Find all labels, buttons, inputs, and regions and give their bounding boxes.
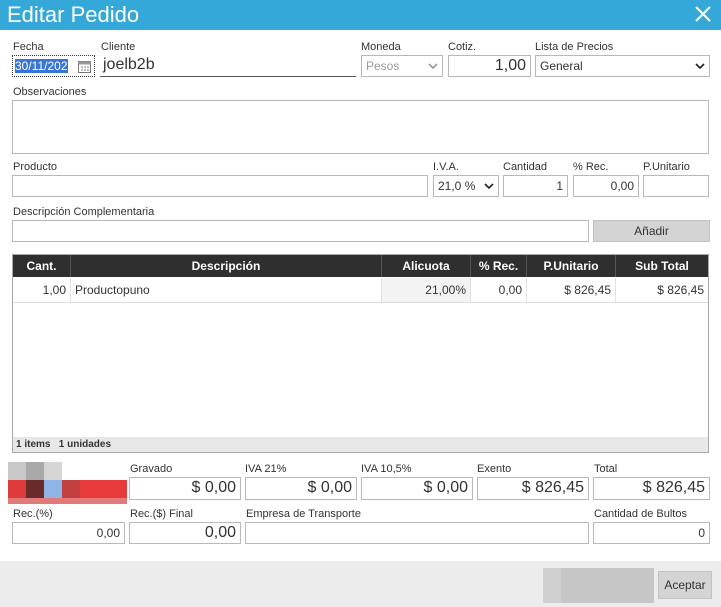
cantidad-value: 1 xyxy=(556,179,563,193)
producto-label: Producto xyxy=(13,161,58,173)
lista-select[interactable]: General xyxy=(535,55,710,77)
iva-value: 21,0 % xyxy=(438,179,476,193)
rec-label: % Rec. xyxy=(573,161,609,173)
lista-label: Lista de Precios xyxy=(535,41,614,53)
fecha-field[interactable]: 30/11/202 xyxy=(12,55,95,77)
cotiz-field[interactable]: 1,00 xyxy=(448,55,531,77)
bultos-input[interactable]: 0 xyxy=(593,522,710,544)
rec-pct-value: 0,00 xyxy=(96,526,120,540)
title-bar: Editar Pedido xyxy=(0,0,721,30)
cell-cant: 1,00 xyxy=(13,278,71,302)
rec-value: 0,00 xyxy=(610,179,634,193)
cantidad-input[interactable]: 1 xyxy=(503,175,568,197)
items-grid[interactable]: Cant. Descripción Alicuota % Rec. P.Unit… xyxy=(12,254,709,453)
gravado-field: $ 0,00 xyxy=(129,477,241,500)
cell-punitario: $ 826,45 xyxy=(527,278,616,302)
rec-pct-input[interactable]: 0,00 xyxy=(12,522,125,544)
total-value: $ 826,45 xyxy=(642,479,705,496)
col-alicuota[interactable]: Alicuota xyxy=(382,255,471,277)
moneda-label: Moneda xyxy=(361,41,401,53)
chevron-down-icon xyxy=(695,63,705,70)
chevron-down-icon xyxy=(428,63,438,70)
cell-alicuota: 21,00% xyxy=(382,278,471,302)
exento-value: $ 826,45 xyxy=(521,479,584,496)
grid-header: Cant. Descripción Alicuota % Rec. P.Unit… xyxy=(13,255,708,277)
accept-button[interactable]: Aceptar xyxy=(658,571,712,599)
iva21-field: $ 0,00 xyxy=(245,477,357,500)
gravado-value: $ 0,00 xyxy=(191,479,236,496)
iva21-label: IVA 21% xyxy=(245,463,287,475)
cliente-label: Cliente xyxy=(101,41,136,53)
col-cant[interactable]: Cant. xyxy=(13,255,71,277)
desc-comp-label: Descripción Complementaria xyxy=(13,206,155,218)
calendar-icon[interactable] xyxy=(78,59,91,73)
iva21-value: $ 0,00 xyxy=(307,479,352,496)
moneda-select[interactable]: Pesos xyxy=(361,55,443,77)
total-field: $ 826,45 xyxy=(593,477,710,500)
cotiz-value: 1,00 xyxy=(494,57,526,74)
col-descripcion[interactable]: Descripción xyxy=(71,255,382,277)
col-subtotal[interactable]: Sub Total xyxy=(635,259,689,273)
exento-label: Exento xyxy=(477,463,512,475)
moneda-value: Pesos xyxy=(366,59,400,73)
cotiz-label: Cotiz. xyxy=(448,41,477,53)
lista-value: General xyxy=(540,59,583,73)
transporte-input[interactable] xyxy=(245,522,589,544)
grid-summary-text: 1 items 1 unidades xyxy=(16,439,112,450)
observaciones-textarea[interactable] xyxy=(12,100,709,154)
table-row[interactable]: 1,00 Productopuno 21,00% 0,00 $ 826,45 $… xyxy=(13,278,708,303)
total-label: Total xyxy=(594,463,618,475)
iva-select[interactable]: 21,0 % xyxy=(433,175,499,197)
col-punitario[interactable]: P.Unitario xyxy=(527,255,616,277)
redacted-block xyxy=(543,568,654,603)
bultos-label: Cantidad de Bultos xyxy=(594,508,687,520)
iva-label: I.V.A. xyxy=(433,161,459,173)
cell-rec: 0,00 xyxy=(471,278,527,302)
observaciones-label: Observaciones xyxy=(13,86,87,98)
cell-subtotal: $ 826,45 xyxy=(657,283,704,297)
iva105-field: $ 0,00 xyxy=(361,477,473,500)
punitario-input[interactable] xyxy=(643,175,709,197)
add-button[interactable]: Añadir xyxy=(593,220,710,242)
chevron-down-icon xyxy=(484,183,494,190)
company-logo xyxy=(8,462,127,504)
bultos-value: 0 xyxy=(698,526,705,540)
fecha-value: 30/11/202 xyxy=(15,59,68,73)
rec-final-value: 0,00 xyxy=(204,524,236,541)
iva105-value: $ 0,00 xyxy=(423,479,468,496)
fecha-label: Fecha xyxy=(13,41,44,53)
cliente-value: joelb2b xyxy=(103,56,155,73)
rec-pct-label: Rec.(%) xyxy=(13,508,53,520)
window-title: Editar Pedido xyxy=(7,2,140,27)
cantidad-label: Cantidad xyxy=(503,161,548,173)
desc-comp-input[interactable] xyxy=(12,220,589,242)
rec-final-label: Rec.($) Final xyxy=(130,508,193,520)
grid-summary: 1 items 1 unidades xyxy=(13,437,708,452)
exento-field: $ 826,45 xyxy=(477,477,589,500)
close-icon[interactable] xyxy=(693,4,713,24)
transporte-label: Empresa de Transporte xyxy=(246,508,361,520)
iva105-label: IVA 10,5% xyxy=(361,463,412,475)
punitario-label: P.Unitario xyxy=(643,161,690,173)
col-rec[interactable]: % Rec. xyxy=(471,255,527,277)
rec-input[interactable]: 0,00 xyxy=(573,175,639,197)
producto-input[interactable] xyxy=(12,175,428,197)
gravado-label: Gravado xyxy=(130,463,173,475)
cliente-field[interactable]: joelb2b xyxy=(100,55,356,77)
rec-final-input[interactable]: 0,00 xyxy=(129,522,241,544)
cell-descripcion: Productopuno xyxy=(71,278,382,302)
